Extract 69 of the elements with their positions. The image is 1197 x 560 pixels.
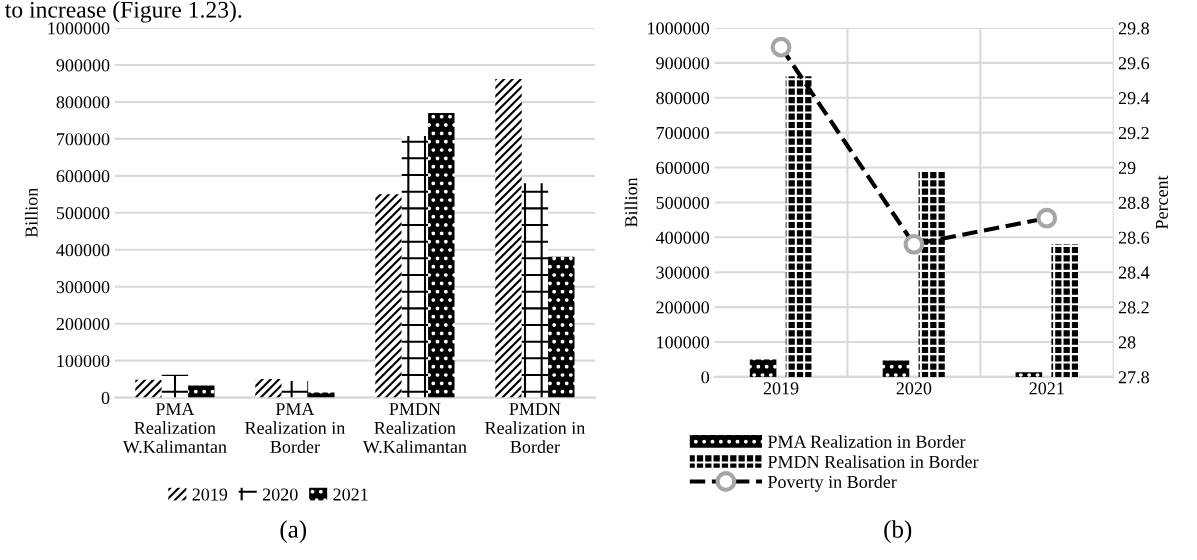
legend-label: 2020 [262,488,298,501]
x-tick-label: PMA Realization in Border [245,403,346,453]
y-axis-title: Billion [24,187,38,238]
y2-tick-label: 29.8 [1118,22,1149,35]
y-tick-label: 1000000 [48,22,110,35]
y2-tick-label: 29 [1118,161,1136,174]
bar [521,183,549,398]
y-tick-label: 300000 [656,266,710,279]
y-tick-label: 800000 [656,92,710,105]
x-tick-label: 2020 [896,382,932,395]
y-tick-label: 700000 [656,126,710,140]
bar [161,374,189,398]
y-tick-label: 200000 [656,301,710,314]
y-tick-label: 600000 [56,170,110,183]
y2-tick-label: 28 [1118,336,1136,349]
y-tick-label: 800000 [56,96,110,109]
y-tick-label: 600000 [656,161,710,174]
y-tick-label: 500000 [656,196,710,209]
bar [375,194,402,398]
y-tick-label: 200000 [56,317,110,331]
text: to increase (Figure 1.23). [5,1,242,23]
y-tick-label: 400000 [56,244,110,257]
y-tick-label: 400000 [655,231,710,244]
y-tick-label: 100000 [657,336,710,349]
bar [785,76,813,377]
y-tick-label: 500000 [56,207,110,220]
bar [401,135,429,398]
bar [135,379,162,398]
bar [1015,372,1043,377]
x-tick-label: PMDN Realization W.Kalimantan [362,403,467,454]
y-tick-label: 0 [701,371,710,384]
y-tick-label: 300000 [56,280,110,294]
y2-tick-label: 28.4 [1118,266,1150,279]
bar [918,171,946,377]
y-tick-label: 700000 [57,133,110,146]
bar [548,256,575,398]
y-tick-label: 100000 [57,354,110,368]
bar [281,380,309,398]
y2-tick-label: 27.8 [1118,371,1149,384]
y2-axis-title: Percent [1155,175,1168,229]
legend-label: 2019 [192,488,228,501]
text: (b) [884,520,912,543]
y-tick-label: 0 [101,391,110,405]
y2-tick-label: 28.2 [1118,301,1149,314]
y2-tick-label: 29.2 [1118,126,1149,140]
x-tick-label: 2019 [763,382,799,395]
legend-label: 2021 [333,488,368,501]
bar [255,379,282,398]
bar [428,113,455,398]
y-tick-label: 900000 [656,57,710,70]
y2-tick-label: 29.6 [1118,57,1150,70]
x-tick-label: 2021 [1029,382,1064,395]
y2-tick-label: 28.8 [1118,196,1149,209]
legend-label: PMDN Realisation in Border [767,455,979,468]
bar [882,360,910,377]
bar [188,385,215,398]
bar [308,392,335,398]
bar [749,359,777,377]
text: (a) [280,520,307,543]
y2-tick-label: 28.6 [1118,231,1150,244]
y2-tick-label: 29.4 [1118,92,1150,105]
x-tick-label: PMA Realization W.Kalimantan [122,403,227,454]
x-tick-label: PMDN Realization in Border [485,403,586,453]
y-tick-label: 1000000 [648,22,710,35]
y-tick-label: 900000 [56,59,110,72]
y-axis-title: Billion [624,177,638,227]
bar [495,79,522,398]
legend-label: Poverty in Border [767,475,897,492]
bar [1051,244,1078,377]
